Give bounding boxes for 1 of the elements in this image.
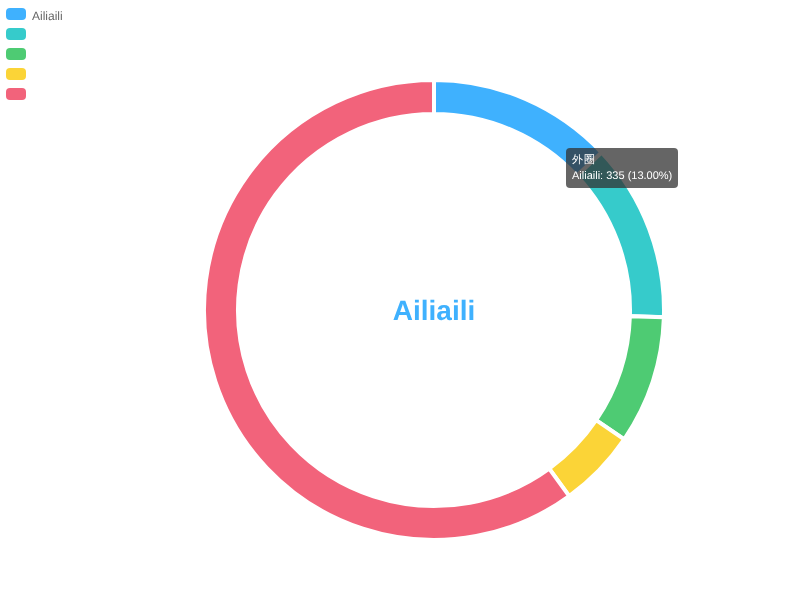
text: Ailiaili [392,294,476,326]
